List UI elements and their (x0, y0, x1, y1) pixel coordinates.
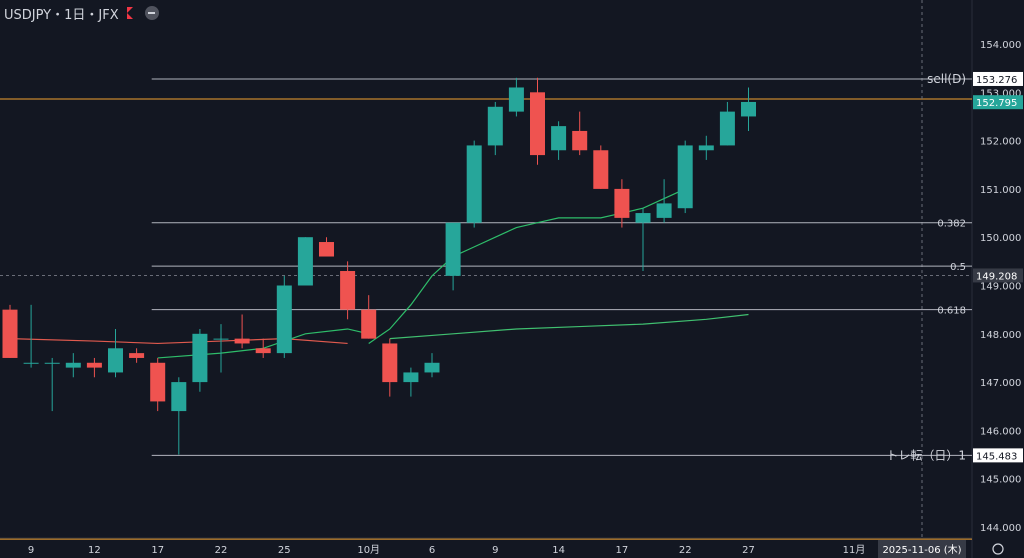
short-ma-line (368, 188, 686, 344)
x-tick-label: 27 (742, 545, 755, 556)
y-tick-label: 149.000 (980, 282, 1021, 293)
minus-circle-icon[interactable] (144, 6, 159, 20)
y-tick-label: 146.000 (980, 426, 1021, 437)
candle-down[interactable] (234, 338, 250, 344)
level-price-label: 153.276 (976, 75, 1017, 86)
x-tick-label: 17 (616, 545, 629, 556)
candle-up[interactable] (171, 382, 187, 412)
candle-down[interactable] (572, 130, 588, 151)
x-tick-label: 9 (492, 545, 498, 556)
crosshair-price-badge (973, 268, 1023, 283)
candle-up[interactable] (741, 101, 756, 117)
candle-down[interactable] (255, 348, 271, 354)
x-tick-label: 25 (278, 545, 291, 556)
candle-up[interactable] (508, 87, 524, 112)
candle-up[interactable] (213, 338, 229, 340)
candle-down[interactable] (340, 271, 356, 310)
x-tick-label: 17 (151, 545, 164, 556)
candle-up[interactable] (44, 362, 60, 364)
y-tick-label: 151.000 (980, 185, 1021, 196)
candle-up[interactable] (677, 145, 693, 209)
x-tick-label: 10月 (357, 544, 380, 556)
current-price-badge (973, 95, 1023, 110)
level-label: 0.382 (937, 219, 966, 230)
y-tick-label: 154.000 (980, 40, 1021, 51)
y-tick-label: 152.000 (980, 137, 1021, 148)
crosshair-price-label: 149.208 (976, 271, 1017, 282)
level-label: 0.618 (937, 306, 966, 317)
candle-up[interactable] (656, 203, 672, 218)
candle-up[interactable] (551, 126, 567, 151)
current-price-label: 152.795 (976, 98, 1017, 109)
candle-down[interactable] (382, 343, 398, 383)
candle-up[interactable] (276, 285, 292, 354)
level-price-badge (973, 71, 1023, 86)
level-price-badge (973, 448, 1023, 463)
level-label: sell(D) (927, 72, 966, 86)
candle-up[interactable] (23, 362, 39, 364)
x-tick-label: 9 (28, 545, 34, 556)
candle-up[interactable] (445, 222, 461, 276)
candle-up[interactable] (424, 362, 440, 373)
candle-up[interactable] (487, 106, 503, 146)
candle-down[interactable] (2, 309, 18, 358)
y-tick-label: 145.000 (980, 475, 1021, 486)
candle-up[interactable] (635, 213, 651, 223)
candle-down[interactable] (593, 150, 609, 189)
date-badge (878, 540, 966, 558)
candle-down[interactable] (129, 353, 145, 358)
level-label: 0.5 (950, 262, 966, 273)
date-badge-label: 2025-11-06 (木) (882, 544, 961, 556)
candle-up[interactable] (65, 362, 81, 368)
x-tick-label: 22 (679, 545, 692, 556)
symbol-title[interactable]: USDJPY・1日・JFX (4, 7, 119, 23)
x-tick-label: 22 (215, 545, 228, 556)
candle-up[interactable] (466, 145, 482, 223)
y-tick-label: 153.000 (980, 88, 1021, 99)
y-tick-label: 144.000 (980, 523, 1021, 534)
candle-up[interactable] (719, 111, 735, 146)
chart-header: USDJPY・1日・JFX (4, 3, 159, 23)
level-label: トレ転（日）1 (886, 448, 966, 462)
candle-down[interactable] (150, 362, 166, 402)
y-tick-label: 147.000 (980, 378, 1021, 389)
candle-down[interactable] (614, 188, 630, 218)
y-tick-label: 148.000 (980, 330, 1021, 341)
x-tick-label: 14 (552, 545, 565, 556)
candle-up[interactable] (698, 145, 714, 151)
candle-up[interactable] (108, 348, 123, 373)
y-tick-label: 150.000 (980, 233, 1021, 244)
candle-up[interactable] (192, 333, 208, 383)
candle-down[interactable] (361, 309, 377, 339)
long-ma-red-segment (9, 338, 348, 345)
candle-down[interactable] (530, 92, 545, 156)
candle-down[interactable] (86, 362, 102, 368)
candle-down[interactable] (319, 242, 334, 257)
long-ma-line (389, 313, 749, 340)
x-tick-label: 11月 (843, 544, 866, 556)
candle-up[interactable] (403, 372, 419, 383)
x-tick-label: 6 (429, 545, 435, 556)
x-tick-label: 12 (88, 545, 101, 556)
red-flag-icon[interactable] (126, 7, 133, 19)
level-price-label: 145.483 (976, 451, 1017, 462)
candle-up[interactable] (297, 237, 313, 286)
settings-gear-icon[interactable] (992, 543, 1004, 555)
